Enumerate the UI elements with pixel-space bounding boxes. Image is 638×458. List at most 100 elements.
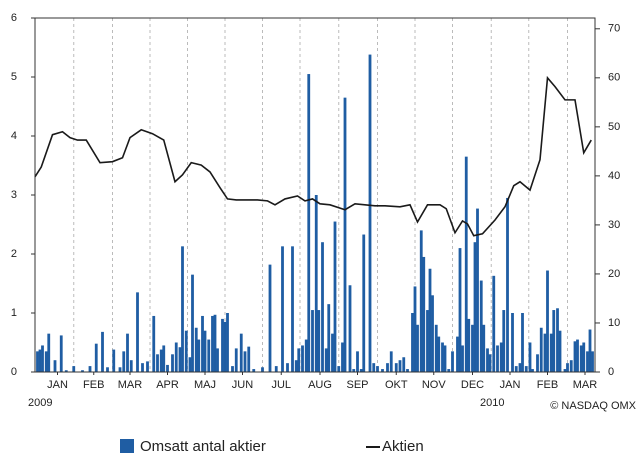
bar [327,304,331,372]
bar [243,351,247,372]
bar [394,363,398,372]
bar [141,363,144,372]
y-tick-label: 6 [11,12,17,24]
bar [136,292,139,372]
bar [422,256,426,372]
bar [434,324,438,372]
bar [552,310,556,372]
bar [441,342,444,372]
bar [286,363,289,372]
legend: Omsatt antal aktier Aktien [120,438,424,455]
bar [586,351,589,372]
x-tick-label: JAN [47,379,68,391]
bar [356,351,359,372]
bar [146,361,149,372]
bar [268,264,272,372]
bar [106,367,109,372]
bar [506,197,509,372]
bar [556,308,559,372]
bar [456,336,459,372]
bar [234,348,238,372]
bar [528,342,532,372]
bar [486,348,489,372]
bar [47,333,51,372]
bar [569,360,573,372]
bar [301,345,304,372]
bar [53,360,57,372]
bar [216,348,219,372]
bar [573,341,577,372]
bar [451,351,454,372]
bar [261,367,264,372]
bar [499,342,503,372]
bar [471,324,474,372]
bar [579,345,583,372]
bar [112,349,116,372]
bar [129,360,133,372]
y2-tick-label: 0 [608,366,614,378]
bar [536,354,539,372]
bar [294,360,298,372]
bar [376,366,379,372]
bar [337,366,341,372]
bar [41,345,44,372]
bar [539,327,543,372]
bar [413,286,417,372]
bar [203,330,207,372]
bar [482,324,486,372]
x-tick-label: SEP [346,379,368,391]
bar [188,357,192,372]
bar [362,234,366,372]
bar [416,324,419,372]
bar [458,248,462,372]
y-tick-label: 0 [11,366,17,378]
bar [521,313,524,372]
bar [274,366,278,372]
x-tick-label: OKT [385,379,408,391]
bar [314,195,318,372]
bar [59,335,63,372]
bar [381,369,384,372]
price-line [34,75,592,237]
bar [368,54,372,372]
x-tick-label: AUG [308,379,332,391]
bar [81,370,84,372]
y2-tick-label: 40 [608,170,620,182]
bar [174,342,178,372]
y-tick-label: 3 [11,189,17,201]
bar [281,246,284,372]
bar [162,345,166,372]
y2-tick-label: 60 [608,72,620,84]
y-tick-label: 5 [11,71,17,83]
bar [156,354,159,372]
bar [464,156,468,372]
bar [467,318,471,372]
x-tick-label: MAJ [194,379,216,391]
bar [348,285,352,372]
x-tick-label: DEC [461,379,484,391]
bar [437,336,441,372]
bar [311,310,314,372]
bar [324,348,328,372]
marks [34,54,594,373]
bar [317,310,321,372]
bar [524,366,528,372]
bar [461,345,464,372]
bar [511,313,514,372]
bar [221,318,224,372]
bar [64,370,68,372]
bar [566,363,569,372]
bar [226,313,229,372]
y-tick-label: 4 [11,130,17,142]
x-tick-label: FEB [537,379,558,391]
bar [44,351,48,372]
bar [488,354,492,372]
bar [419,230,423,372]
bar [38,349,42,372]
year-label: 2009 [28,397,52,409]
bar [389,351,393,372]
bar [531,369,534,372]
bar [476,208,479,372]
bar [118,367,122,372]
bar [213,314,217,372]
